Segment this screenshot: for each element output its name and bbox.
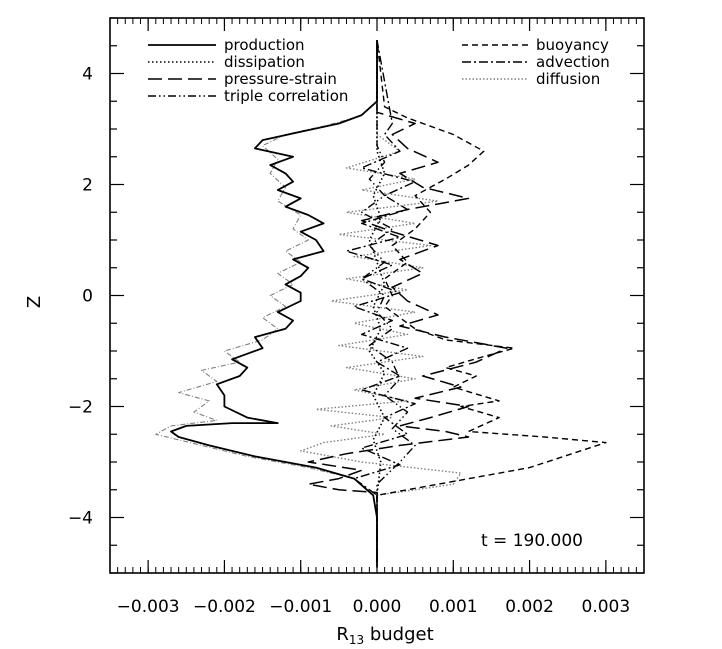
x-tick-label: 0.002 (505, 597, 554, 617)
y-tick-label: −4 (68, 509, 93, 529)
legend-label-advection: advection (536, 53, 610, 71)
legend-label-diffusion: diffusion (536, 70, 600, 88)
plot-frame (109, 17, 645, 574)
x-axis-label-main: R (336, 624, 349, 645)
x-tick-label: −0.002 (193, 597, 256, 617)
x-tick-label: 0.001 (429, 597, 478, 617)
series-line-gray-profile (155, 117, 355, 480)
legend-label-buoyancy: buoyancy (536, 36, 609, 54)
series-layer (155, 40, 607, 568)
x-tick-label: 0.000 (353, 597, 402, 617)
x-axis-label: R13 budget (336, 624, 433, 647)
y-tick-label: −2 (68, 398, 93, 418)
ticks-layer (109, 17, 645, 574)
x-tick-label: −0.001 (269, 597, 332, 617)
legend-label-dissipation: dissipation (224, 53, 305, 71)
y-axis-label: Z (24, 296, 45, 308)
legend-label-triple-correlation: triple correlation (224, 87, 348, 105)
x-tick-label: −0.003 (117, 597, 180, 617)
x-axis-label-subscript: 13 (349, 633, 364, 647)
legend-label-pressure-strain: pressure-strain (224, 70, 337, 88)
series-line-advection (345, 40, 416, 562)
time-annotation: t = 190.000 (481, 531, 583, 551)
y-tick-label: 2 (82, 176, 93, 196)
legend-label-production: production (224, 36, 305, 54)
series-line-production (170, 40, 378, 568)
series-line-pressure-strain (307, 40, 508, 562)
legend: productiondissipationpressure-straintrip… (148, 36, 610, 105)
series-line-triple-correlation (361, 40, 416, 562)
y-tick-label: 0 (82, 287, 93, 307)
x-axis-label-rest: budget (364, 624, 434, 645)
y-tick-label: 4 (82, 65, 93, 85)
tick-labels-layer: −0.003 −0.002 −0.001 0.000 0.001 0.002 0.003 −4… (68, 65, 630, 618)
x-tick-label: 0.003 (582, 597, 631, 617)
